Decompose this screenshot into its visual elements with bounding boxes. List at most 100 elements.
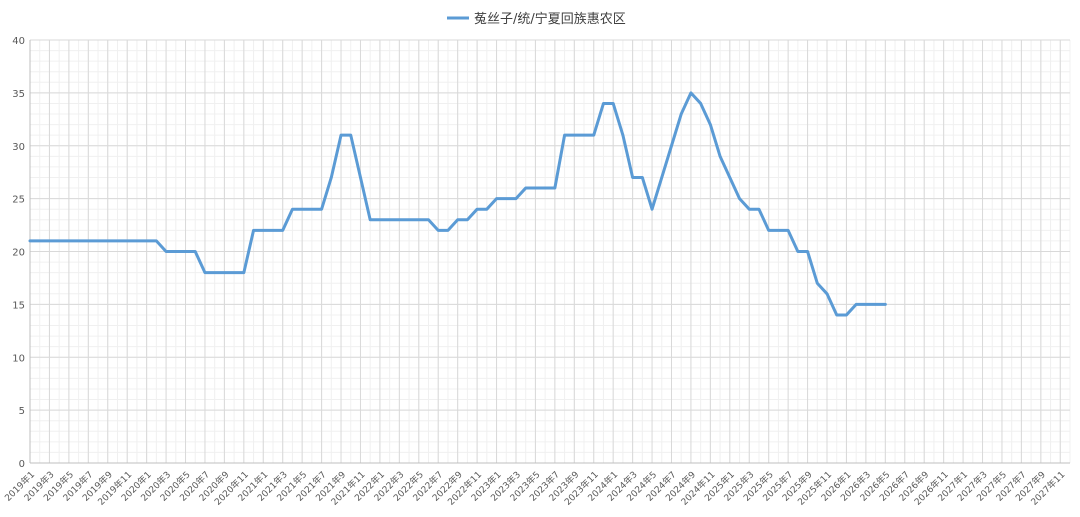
data-point [388,218,391,221]
data-point [680,113,683,115]
data-point [194,250,197,253]
data-point [252,229,255,232]
data-point [631,176,634,179]
data-point [174,250,177,253]
data-point [622,134,624,136]
legend-label: 菟丝子/统/宁夏回族惠农区 [474,11,626,27]
data-point [738,197,741,200]
data-point [554,187,556,189]
series-layer [28,91,887,317]
y-tick-label: 25 [12,195,25,206]
data-point [311,208,313,210]
data-point [233,271,235,274]
data-point [826,293,828,295]
data-point [87,240,90,242]
data-point [476,208,478,210]
data-point [58,240,60,242]
data-point [884,303,887,306]
data-point [515,197,517,200]
y-tick-label: 10 [12,353,25,364]
data-point [369,218,371,221]
data-point [797,250,799,253]
data-point [505,197,508,200]
axes [29,40,1070,464]
data-point [729,176,731,179]
y-tick-label: 5 [19,406,25,417]
data-point [398,218,401,221]
data-point [48,240,51,242]
major-gridlines [29,39,1070,464]
data-point [145,240,148,242]
data-point [544,187,546,189]
data-point [777,229,780,232]
data-point [456,218,459,221]
data-point [427,218,430,221]
y-tick-label: 15 [12,300,25,311]
data-point [651,208,653,210]
data-point [748,208,751,210]
y-tick-label: 35 [12,89,25,100]
data-point [816,282,819,285]
data-point [787,229,789,232]
data-point [719,155,721,158]
data-point [223,271,226,274]
data-point [466,218,469,221]
data-point [641,176,644,179]
data-point [213,271,216,274]
data-point [806,250,809,253]
data-point [184,250,187,253]
y-tick-label: 40 [12,36,25,47]
data-point [136,240,138,242]
y-tick-labels: 0 5 10 15 20 25 30 35 40 [12,36,25,470]
legend: 菟丝子/统/宁夏回族惠农区 [447,11,626,27]
data-point [126,240,128,242]
x-tick-labels: 2019年12019年32019年52019年72019年92019年11202… [2,468,1067,507]
data-point [106,240,109,242]
data-point [563,134,566,136]
data-point [670,144,673,147]
data-point [573,134,576,136]
data-point [592,134,595,136]
data-point [602,102,605,105]
data-point [155,240,158,242]
data-point [243,271,245,274]
data-point [349,134,352,136]
data-point [272,229,274,232]
data-point [417,218,420,221]
data-point [699,102,702,105]
data-point [845,314,848,316]
data-point [758,208,760,210]
data-point [865,303,867,306]
data-point [767,229,770,232]
y-tick-label: 20 [12,248,25,259]
data-point [583,134,585,136]
data-point [690,92,692,94]
data-point [495,197,498,200]
data-point [408,218,410,221]
data-point [291,208,294,210]
data-point [29,240,31,242]
data-point [359,176,362,179]
data-point [77,240,80,242]
data-point [486,208,488,210]
data-point [855,303,857,306]
data-point [874,303,877,306]
data-point [534,187,537,189]
data-point [262,229,265,232]
data-point [116,240,119,242]
data-point [709,123,712,126]
data-point [68,240,70,242]
data-point [612,102,614,105]
data-point [835,314,838,316]
data-point [379,218,381,221]
data-point [281,229,284,232]
y-tick-label: 30 [12,142,25,153]
data-point [301,208,303,210]
data-point [330,176,333,179]
data-point [447,229,449,232]
y-tick-label: 0 [19,459,25,470]
data-point [437,229,440,232]
data-point [524,187,527,189]
